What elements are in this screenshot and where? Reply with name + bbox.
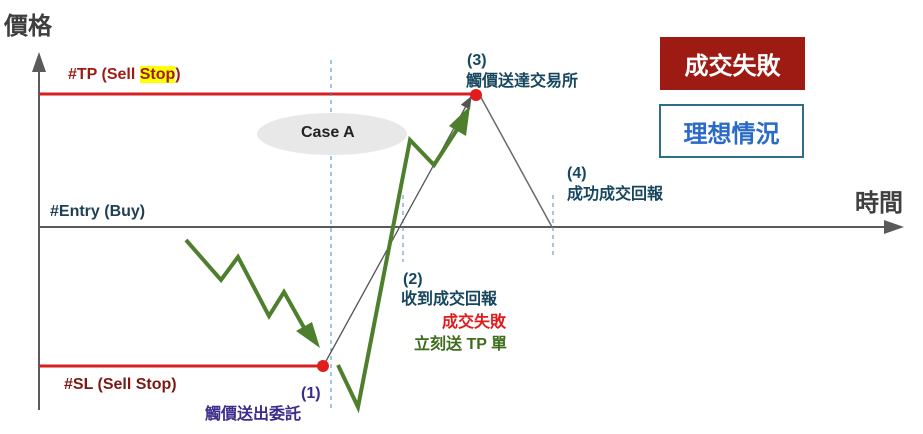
case-a-ellipse — [257, 113, 407, 155]
step-1-text: 觸價送出委託 — [205, 406, 302, 423]
failure-badge: 成交失敗 — [660, 37, 805, 90]
tp-label-prefix: #TP (Sell — [68, 66, 140, 83]
step-2-failure: 成交失敗 — [442, 314, 507, 331]
price-path-rally-arrowhead — [449, 106, 470, 136]
ideal-path-up — [324, 95, 472, 364]
step-1-number: (1) — [301, 385, 321, 402]
price-path-decline — [184, 238, 309, 334]
y-axis-label: 價格 — [4, 13, 52, 40]
x-axis-label: 時間 — [855, 190, 903, 217]
step-2-action: 立刻送 TP 單 — [414, 336, 508, 353]
step-3-text: 觸價送達交易所 — [466, 73, 579, 90]
entry-level-label: #Entry (Buy) — [50, 203, 146, 220]
step-2-number: (2) — [403, 271, 423, 288]
sl-trigger-dot — [317, 360, 329, 372]
x-axis-arrowhead — [884, 220, 904, 234]
price-path-decline-arrowhead — [296, 322, 320, 348]
tp-label-highlight: Stop — [139, 66, 176, 83]
step-4-number: (4) — [567, 165, 587, 182]
ideal-path-down — [477, 91, 553, 228]
price-path-rally — [336, 126, 460, 414]
step-2-text: 收到成交回報 — [401, 291, 498, 308]
ideal-badge: 理想情況 — [659, 104, 804, 158]
tp-level-label: #TP (Sell Stop) — [68, 66, 181, 84]
sl-level-label: #SL (Sell Stop) — [64, 376, 177, 393]
tp-label-suffix: ) — [175, 66, 181, 83]
tp-trigger-dot — [470, 89, 482, 101]
case-a-label: Case A — [301, 124, 355, 141]
y-axis-arrowhead — [32, 52, 46, 72]
step-3-number: (3) — [467, 52, 487, 69]
step-4-text: 成功成交回報 — [567, 186, 664, 203]
